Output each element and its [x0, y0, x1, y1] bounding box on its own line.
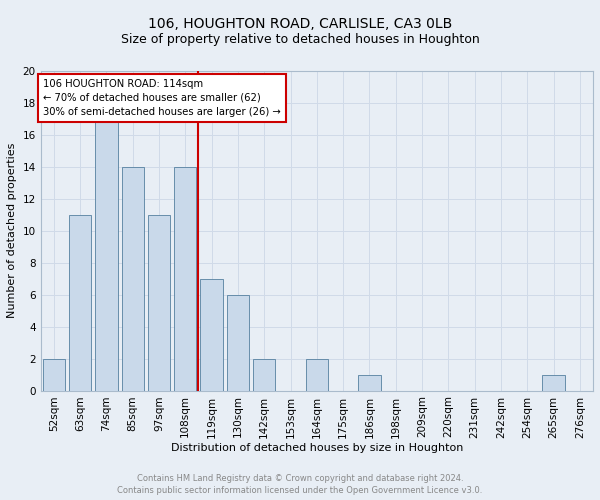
Bar: [358, 374, 380, 390]
Bar: [148, 215, 170, 390]
X-axis label: Distribution of detached houses by size in Houghton: Distribution of detached houses by size …: [170, 443, 463, 453]
Bar: [43, 358, 65, 390]
Bar: [95, 119, 118, 390]
Text: 106, HOUGHTON ROAD, CARLISLE, CA3 0LB: 106, HOUGHTON ROAD, CARLISLE, CA3 0LB: [148, 18, 452, 32]
Bar: [227, 294, 249, 390]
Bar: [174, 167, 196, 390]
Bar: [200, 278, 223, 390]
Bar: [122, 167, 144, 390]
Bar: [542, 374, 565, 390]
Bar: [305, 358, 328, 390]
Text: 106 HOUGHTON ROAD: 114sqm
← 70% of detached houses are smaller (62)
30% of semi-: 106 HOUGHTON ROAD: 114sqm ← 70% of detac…: [43, 79, 281, 117]
Text: Size of property relative to detached houses in Houghton: Size of property relative to detached ho…: [121, 32, 479, 46]
Text: Contains HM Land Registry data © Crown copyright and database right 2024.
Contai: Contains HM Land Registry data © Crown c…: [118, 474, 482, 495]
Y-axis label: Number of detached properties: Number of detached properties: [7, 143, 17, 318]
Bar: [253, 358, 275, 390]
Bar: [69, 215, 91, 390]
